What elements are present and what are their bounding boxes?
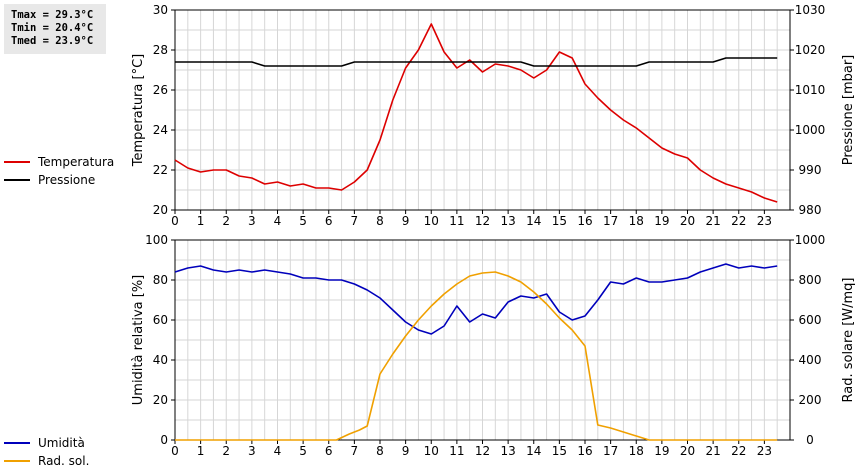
panel1-x-tick-label-1: 1	[197, 214, 205, 228]
panel1-y-tick-label-26: 26	[153, 83, 168, 97]
panel2-x-tick-label-6: 6	[325, 444, 333, 458]
panel1-x-tick-label-9: 9	[402, 214, 410, 228]
legend-item-umidita: Umidità	[4, 434, 89, 452]
panel1-y2-tick-label-1000: 1000	[795, 123, 826, 137]
panel1-x-tick-label-12: 12	[475, 214, 490, 228]
panel1-x-tick-label-21: 21	[705, 214, 720, 228]
panel1-x-tick-label-3: 3	[248, 214, 256, 228]
panel1-x-tick-label-16: 16	[577, 214, 592, 228]
panel1-x-tick-label-20: 20	[680, 214, 695, 228]
panel2-x-tick-label-13: 13	[500, 444, 515, 458]
tmed-stat: Tmed = 23.9°C	[11, 35, 94, 47]
panel2-x-tick-label-7: 7	[351, 444, 359, 458]
top-legend: Temperatura Pressione	[4, 153, 114, 189]
panel1-x-tick-label-18: 18	[629, 214, 644, 228]
panel2-x-tick-label-12: 12	[475, 444, 490, 458]
weather-charts: 0 1 2 3 4 5 6 7 8 9 10 11 12 13 14 15 16 17 18 19 20 21 22 2320…	[131, 3, 856, 458]
panel2-y2-tick-label-200: 200	[799, 393, 822, 407]
panel1-y-tick-label-24: 24	[153, 123, 168, 137]
panel2-x-tick-label-11: 11	[449, 444, 464, 458]
panel2-y-axis-label: Umidità relativa [%]	[131, 275, 146, 405]
panel2-y-tick-label-100: 100	[145, 233, 168, 247]
panel2-y-tick-label-60: 60	[153, 313, 168, 327]
panel2-x-tick-label-14: 14	[526, 444, 541, 458]
panel2-x-tick-label-4: 4	[274, 444, 282, 458]
panel1-y2-tick-label-1030: 1030	[795, 3, 826, 17]
panel1-x-tick-label-0: 0	[171, 214, 179, 228]
panel1-y2-tick-label-1020: 1020	[795, 43, 826, 57]
panel1-x-tick-label-14: 14	[526, 214, 541, 228]
panel1-x-tick-label-10: 10	[424, 214, 439, 228]
panel1-x-tick-label-8: 8	[376, 214, 384, 228]
panel2-x-tick-label-22: 22	[731, 444, 746, 458]
panel2-x-tick-label-21: 21	[705, 444, 720, 458]
panel1-x-tick-label-6: 6	[325, 214, 333, 228]
panel1-y-tick-label-20: 20	[153, 203, 168, 217]
panel2-x-tick-label-15: 15	[552, 444, 567, 458]
panel1-y-tick-label-30: 30	[153, 3, 168, 17]
panel2-y2-tick-label-0: 0	[806, 433, 814, 447]
panel1-x-tick-label-22: 22	[731, 214, 746, 228]
legend-swatch-rad-sol	[4, 460, 30, 462]
panel2-x-tick-label-18: 18	[629, 444, 644, 458]
tmin-stat: Tmin = 20.4°C	[11, 22, 94, 34]
panel2-y2-tick-label-400: 400	[799, 353, 822, 367]
panel1-x-tick-label-15: 15	[552, 214, 567, 228]
panel2-y2-tick-label-600: 600	[799, 313, 822, 327]
panel2-x-tick-label-16: 16	[577, 444, 592, 458]
panel2-y-tick-label-40: 40	[153, 353, 168, 367]
panel2-x-tick-label-8: 8	[376, 444, 384, 458]
panel2-y-tick-label-0: 0	[160, 433, 168, 447]
panel2-x-tick-label-5: 5	[299, 444, 307, 458]
panel1-x-tick-label-7: 7	[351, 214, 359, 228]
legend-label-umidita: Umidità	[38, 436, 85, 450]
panel2-y-tick-label-20: 20	[153, 393, 168, 407]
panel2-y-tick-label-80: 80	[153, 273, 168, 287]
panel1-y-tick-label-22: 22	[153, 163, 168, 177]
panel2-x-tick-label-9: 9	[402, 444, 410, 458]
panel1-x-tick-label-5: 5	[299, 214, 307, 228]
panel2-x-tick-label-0: 0	[171, 444, 179, 458]
panel2-series-line-1	[175, 271, 778, 441]
legend-label-pressione: Pressione	[38, 173, 96, 187]
legend-swatch-umidita	[4, 442, 30, 444]
tmax-stat: Tmax = 29.3°C	[11, 9, 94, 21]
legend-item-temperatura: Temperatura	[4, 153, 114, 171]
panel2-y2-tick-label-1000: 1000	[795, 233, 826, 247]
panel1-y2-tick-label-990: 990	[799, 163, 822, 177]
panel1-series-line-1	[175, 57, 778, 67]
panel2-y2-axis-label: Rad. solare [W/mq]	[841, 277, 856, 402]
panel2-y2-tick-label-800: 800	[799, 273, 822, 287]
panel2-x-tick-label-20: 20	[680, 444, 695, 458]
legend-swatch-temperatura	[4, 161, 30, 163]
panel1-y-axis-label: Temperatura [°C]	[131, 54, 146, 167]
panel1-x-tick-label-17: 17	[603, 214, 618, 228]
panel1-x-tick-label-19: 19	[654, 214, 669, 228]
panel1-y2-tick-label-980: 980	[799, 203, 822, 217]
panel1-x-tick-label-4: 4	[274, 214, 282, 228]
panel2-x-tick-label-10: 10	[424, 444, 439, 458]
legend-item-pressione: Pressione	[4, 171, 114, 189]
stats-box: Tmax = 29.3°C Tmin = 20.4°C Tmed = 23.9°…	[4, 4, 106, 54]
panel1-y2-axis-label: Pressione [mbar]	[841, 55, 856, 166]
panel2-x-tick-label-3: 3	[248, 444, 256, 458]
legend-swatch-pressione	[4, 179, 30, 181]
panel1-y-tick-label-28: 28	[153, 43, 168, 57]
panel2-x-tick-label-17: 17	[603, 444, 618, 458]
panel1-series-line-0	[174, 23, 778, 203]
panel2-x-tick-label-2: 2	[222, 444, 230, 458]
panel1-x-tick-label-2: 2	[222, 214, 230, 228]
panel2-x-tick-label-23: 23	[757, 444, 772, 458]
panel1-x-tick-label-23: 23	[757, 214, 772, 228]
legend-label-temperatura: Temperatura	[38, 155, 115, 169]
panel1-x-tick-label-11: 11	[449, 214, 464, 228]
panel2-series-line-0	[174, 263, 778, 335]
panel1-x-tick-label-13: 13	[500, 214, 515, 228]
panel2-x-tick-label-1: 1	[197, 444, 205, 458]
panel2-x-tick-label-19: 19	[654, 444, 669, 458]
panel1-y2-tick-label-1010: 1010	[795, 83, 826, 97]
